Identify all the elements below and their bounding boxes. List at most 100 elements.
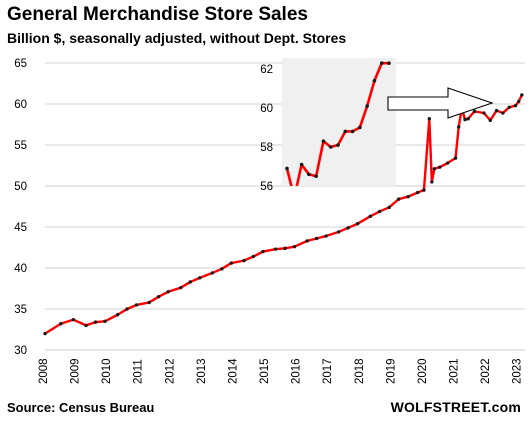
inset-chart: 56 58 60 62	[260, 58, 396, 193]
data-point	[283, 246, 287, 251]
data-point	[229, 261, 234, 265]
data-point	[507, 105, 511, 109]
inset-data-point	[379, 61, 384, 65]
inset-data-point	[285, 166, 289, 171]
data-point	[198, 276, 202, 280]
y-tick-label: 55	[14, 140, 27, 152]
data-point	[93, 320, 98, 324]
data-point	[261, 249, 265, 254]
data-point	[314, 236, 319, 241]
data-point	[336, 230, 341, 234]
inset-data-point	[307, 172, 311, 177]
data-point	[472, 109, 477, 114]
inset-data-point	[299, 162, 304, 167]
x-tick-label: 2013	[196, 358, 208, 384]
data-point	[513, 103, 518, 108]
data-point	[188, 280, 192, 284]
data-point	[84, 323, 88, 328]
data-point	[453, 156, 458, 160]
data-point	[125, 307, 129, 311]
data-point	[387, 205, 391, 210]
chart-subtitle: Billion $, seasonally adjusted, without …	[7, 30, 347, 46]
data-point	[488, 118, 492, 123]
x-tick-label: 2017	[322, 358, 334, 384]
data-point	[368, 214, 372, 219]
data-point	[415, 190, 420, 195]
brand-logo: WOLFSTREET.com	[390, 399, 521, 415]
x-tick-label: 2015	[259, 358, 271, 384]
source-note: Source: Census Bureau	[7, 400, 155, 415]
data-point	[147, 300, 151, 305]
main-series	[43, 93, 524, 336]
y-tick-label: 30	[14, 345, 27, 357]
x-tick-label: 2016	[291, 358, 303, 384]
data-point	[134, 303, 139, 307]
data-point	[520, 93, 524, 97]
data-point	[210, 271, 215, 275]
data-point	[305, 239, 309, 243]
chart-title: General Merchandise Store Sales	[7, 4, 308, 25]
x-tick-label: 2014	[227, 358, 239, 384]
inset-y-tick-label: 62	[260, 64, 273, 76]
x-tick-label: 2009	[70, 358, 82, 384]
inset-data-point	[336, 143, 340, 147]
data-point	[456, 125, 461, 129]
data-point	[292, 244, 297, 249]
data-point	[242, 258, 246, 263]
inset-series	[285, 61, 391, 186]
data-point	[396, 197, 401, 201]
data-point	[166, 290, 170, 294]
data-point	[494, 108, 499, 113]
data-point	[406, 194, 410, 199]
x-axis-ticks: 2008 2009 2010 2011 2012 2013 2014 2015 2016 2017…	[38, 358, 524, 384]
data-point	[115, 313, 120, 317]
inset-background	[282, 58, 396, 186]
data-point	[501, 111, 505, 115]
x-tick-label: 2022	[480, 358, 492, 384]
y-tick-label: 45	[14, 222, 27, 234]
data-point	[378, 209, 382, 214]
data-point	[220, 267, 224, 271]
arrow-shape	[387, 87, 494, 119]
data-point	[355, 222, 360, 226]
data-point	[432, 167, 437, 171]
data-point	[422, 188, 426, 192]
y-tick-label: 65	[14, 58, 27, 70]
data-point	[324, 234, 328, 238]
inset-y-tick-label: 60	[260, 103, 273, 115]
x-tick-label: 2021	[449, 358, 461, 384]
x-tick-label: 2023	[512, 358, 524, 384]
x-tick-label: 2012	[164, 358, 176, 384]
y-tick-label: 50	[14, 181, 27, 193]
x-tick-label: 2020	[417, 358, 429, 384]
data-point	[179, 285, 183, 290]
inset-data-point	[350, 129, 355, 134]
data-point	[156, 295, 161, 299]
inset-y-tick-label: 56	[260, 181, 273, 193]
data-point	[438, 165, 442, 169]
y-tick-label: 35	[14, 304, 27, 316]
x-tick-label: 2018	[354, 358, 366, 384]
data-point	[103, 319, 107, 323]
data-point	[430, 180, 434, 184]
inset-data-point	[343, 129, 348, 134]
data-point	[516, 99, 521, 104]
data-point	[427, 117, 432, 121]
y-tick-label: 60	[14, 99, 27, 111]
data-point	[346, 226, 350, 230]
inset-data-point	[328, 145, 333, 149]
inset-data-point	[372, 78, 377, 83]
data-point	[71, 317, 76, 322]
inset-arrow	[387, 87, 494, 119]
data-point	[463, 117, 467, 122]
data-point	[59, 322, 63, 326]
inset-data-point	[358, 125, 362, 130]
data-point	[251, 254, 256, 259]
inset-data-point	[314, 174, 318, 179]
inset-data-point	[365, 104, 369, 108]
data-point	[445, 161, 450, 165]
x-tick-label: 2011	[133, 359, 145, 384]
inset-y-tick-label: 58	[260, 142, 273, 154]
x-tick-label: 2019	[385, 358, 397, 384]
